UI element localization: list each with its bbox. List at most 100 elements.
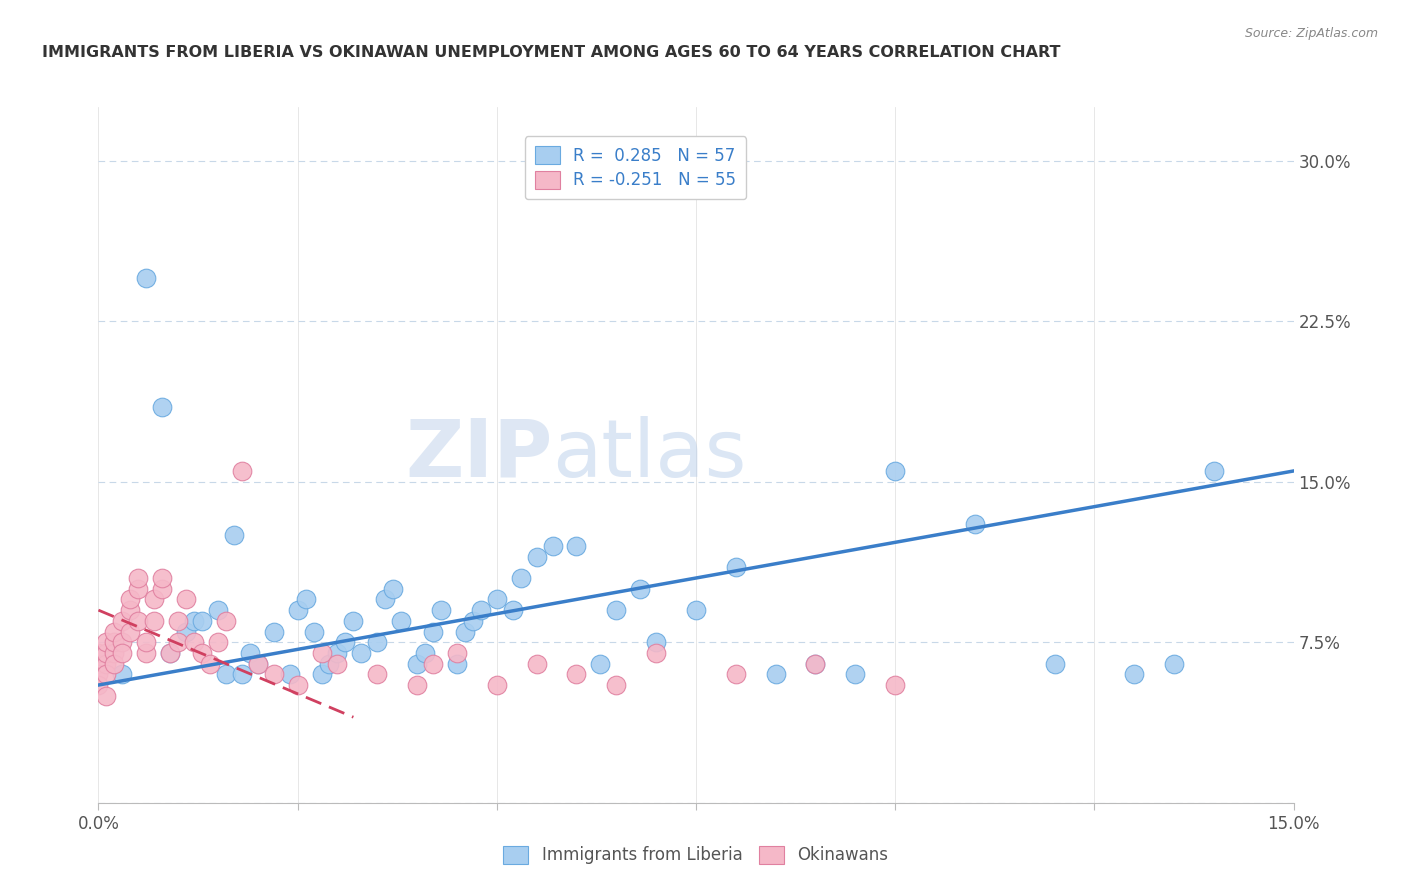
Point: [103, 624, 125, 639]
Point: [143, 592, 166, 607]
Point: [198, 657, 221, 671]
Point: [342, 614, 364, 628]
Point: [127, 571, 149, 585]
Point: [167, 635, 190, 649]
Point: [526, 549, 548, 564]
Point: [589, 657, 612, 671]
Point: [183, 635, 205, 649]
Point: [302, 624, 325, 639]
Point: [1202, 464, 1225, 478]
Point: [103, 657, 125, 671]
Point: [470, 603, 492, 617]
Point: [446, 657, 468, 671]
Point: [1043, 657, 1066, 671]
Point: [191, 614, 214, 628]
Point: [120, 624, 142, 639]
Point: [628, 582, 651, 596]
Point: [278, 667, 301, 681]
Point: [96, 635, 118, 649]
Point: [127, 582, 149, 596]
Point: [263, 624, 285, 639]
Point: [326, 657, 349, 671]
Point: [215, 667, 238, 681]
Point: [374, 592, 396, 607]
Point: [135, 271, 157, 285]
Text: ZIP: ZIP: [405, 416, 553, 494]
Point: [103, 635, 125, 649]
Point: [246, 657, 269, 671]
Point: [120, 592, 142, 607]
Point: [461, 614, 484, 628]
Point: [685, 603, 707, 617]
Text: IMMIGRANTS FROM LIBERIA VS OKINAWAN UNEMPLOYMENT AMONG AGES 60 TO 64 YEARS CORRE: IMMIGRANTS FROM LIBERIA VS OKINAWAN UNEM…: [42, 45, 1060, 60]
Point: [645, 646, 668, 660]
Point: [804, 657, 827, 671]
Point: [143, 614, 166, 628]
Point: [724, 560, 747, 574]
Point: [605, 603, 627, 617]
Point: [485, 678, 508, 692]
Point: [963, 517, 986, 532]
Legend: Immigrants from Liberia, Okinawans: Immigrants from Liberia, Okinawans: [496, 839, 896, 871]
Point: [422, 657, 444, 671]
Point: [485, 592, 508, 607]
Point: [526, 657, 548, 671]
Point: [167, 614, 190, 628]
Point: [502, 603, 524, 617]
Point: [422, 624, 444, 639]
Point: [645, 635, 668, 649]
Point: [111, 635, 134, 649]
Point: [191, 646, 214, 660]
Point: [287, 603, 309, 617]
Point: [87, 678, 110, 692]
Point: [120, 603, 142, 617]
Point: [231, 464, 253, 478]
Point: [111, 614, 134, 628]
Point: [87, 667, 110, 681]
Point: [724, 667, 747, 681]
Point: [239, 646, 262, 660]
Point: [159, 646, 181, 660]
Point: [159, 646, 181, 660]
Point: [454, 624, 477, 639]
Point: [335, 635, 357, 649]
Point: [446, 646, 468, 660]
Point: [96, 657, 118, 671]
Point: [231, 667, 253, 681]
Point: [509, 571, 531, 585]
Point: [366, 667, 388, 681]
Point: [413, 646, 436, 660]
Text: atlas: atlas: [553, 416, 747, 494]
Point: [765, 667, 787, 681]
Point: [311, 646, 333, 660]
Point: [311, 667, 333, 681]
Point: [87, 646, 110, 660]
Point: [215, 614, 238, 628]
Point: [150, 400, 173, 414]
Point: [565, 539, 588, 553]
Point: [884, 678, 907, 692]
Point: [263, 667, 285, 681]
Point: [207, 635, 229, 649]
Point: [1123, 667, 1146, 681]
Point: [406, 657, 429, 671]
Point: [127, 614, 149, 628]
Point: [605, 678, 627, 692]
Point: [318, 657, 340, 671]
Point: [565, 667, 588, 681]
Point: [389, 614, 412, 628]
Point: [430, 603, 453, 617]
Point: [111, 646, 134, 660]
Point: [294, 592, 316, 607]
Point: [87, 657, 110, 671]
Point: [103, 646, 125, 660]
Point: [541, 539, 564, 553]
Point: [326, 646, 349, 660]
Point: [183, 614, 205, 628]
Point: [174, 624, 197, 639]
Point: [174, 592, 197, 607]
Point: [150, 571, 173, 585]
Point: [406, 678, 429, 692]
Point: [804, 657, 827, 671]
Point: [287, 678, 309, 692]
